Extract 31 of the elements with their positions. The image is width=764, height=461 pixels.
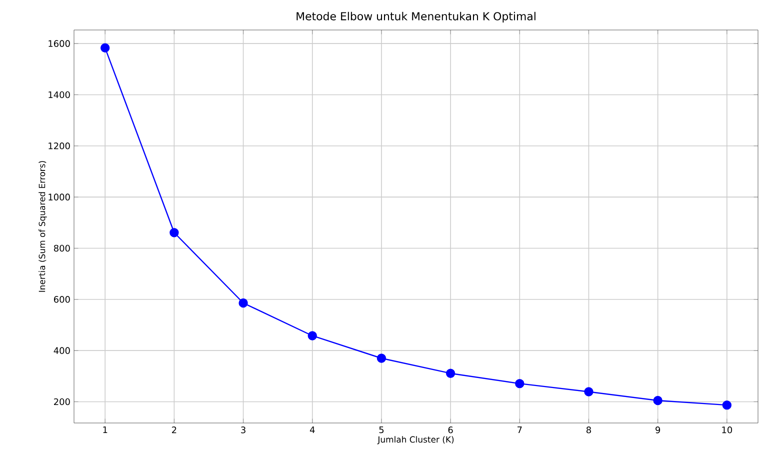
y-tick-label: 200	[54, 398, 70, 406]
x-tick-label: 2	[172, 426, 176, 434]
y-tick-label: 1200	[48, 142, 70, 150]
x-tick-label: 6	[448, 426, 453, 434]
x-tick-label: 4	[310, 426, 315, 434]
x-tick-label: 7	[518, 426, 522, 434]
point	[238, 298, 248, 308]
x-tick-label: 3	[241, 426, 246, 434]
point	[170, 228, 179, 238]
x-tick-label: 1	[103, 426, 108, 434]
y-tick-label: 800	[54, 244, 70, 252]
y-tick-label: 1600	[48, 40, 70, 47]
x-tick-label: 9	[656, 426, 660, 434]
y-tick-label: 400	[54, 347, 70, 354]
point	[376, 354, 386, 363]
x-tick-label: 10	[722, 426, 732, 434]
point	[515, 378, 524, 388]
y-axis-title: Inertia (Sum of Squared Errors)	[38, 161, 47, 292]
point	[722, 400, 732, 410]
point	[446, 368, 456, 378]
point	[653, 396, 662, 406]
point	[100, 43, 110, 52]
y-tick-label: 600	[54, 296, 70, 303]
x-tick-label: 5	[379, 426, 384, 434]
chart-title: Metode Elbow untuk Menentukan K Optimal	[296, 12, 536, 22]
x-axis-title: Jumlah Cluster (K)	[377, 436, 454, 444]
point	[584, 387, 594, 396]
y-tick-label: 1400	[48, 91, 70, 98]
y-tick-label: 1000	[48, 194, 70, 200]
point	[308, 331, 317, 340]
x-tick-label: 8	[586, 426, 591, 434]
